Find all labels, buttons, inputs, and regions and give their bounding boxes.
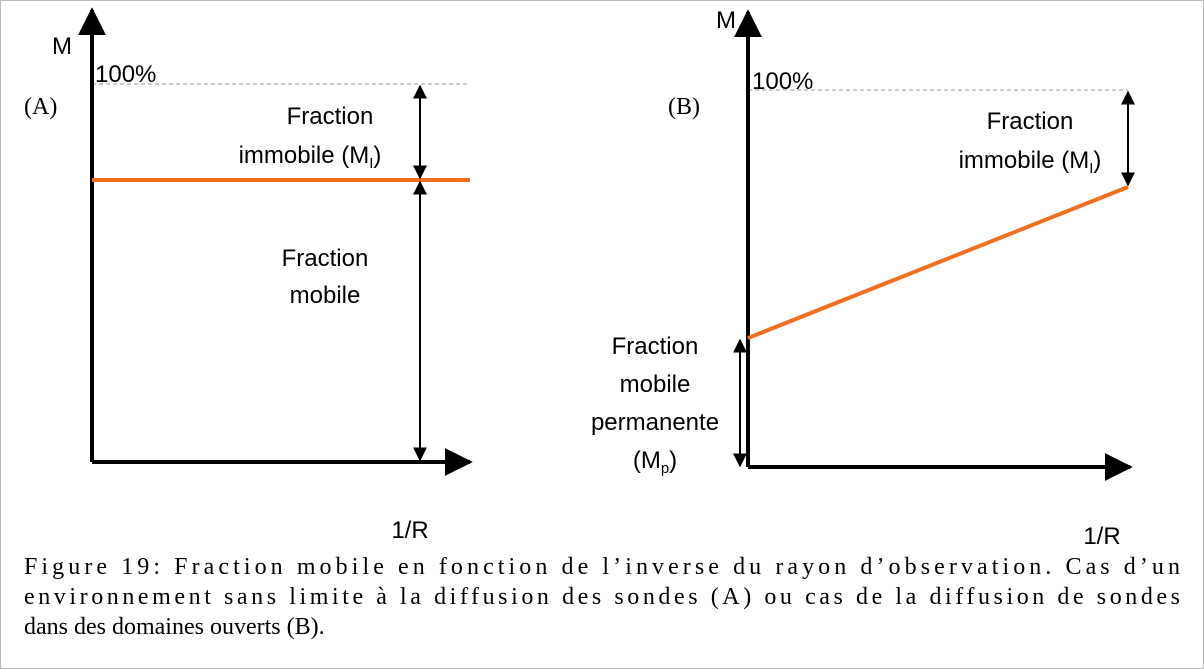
label: Fraction [612, 333, 699, 360]
axis-label: M [52, 33, 72, 60]
subscript: p [661, 460, 669, 477]
label: Fraction [287, 103, 374, 130]
label: Fraction [282, 245, 369, 272]
caption-line: Figure 19: Fraction mobile en fonction d… [24, 554, 1180, 580]
panel-tag: (A) [24, 94, 57, 120]
panel-b: M 100% (B) Fraction immobile (MI) Fracti… [591, 7, 1135, 550]
label-part: ) [1093, 147, 1101, 174]
label: (Mp) [633, 447, 677, 477]
label: immobile (MI) [239, 142, 382, 172]
label: immobile (MI) [959, 147, 1102, 177]
subscript: I [1089, 160, 1093, 177]
caption-line: environnement sans limite à la diffusion… [24, 584, 1180, 610]
caption-line: dans des domaines ouverts (B). [24, 614, 325, 640]
label-part: ) [669, 447, 677, 474]
label-part: immobile (M [239, 142, 370, 169]
axis-label: 1/R [1083, 523, 1120, 550]
axis-label: M [716, 7, 736, 34]
curve [747, 185, 1129, 340]
level-label: 100% [95, 61, 156, 88]
label-part: ) [373, 142, 381, 169]
label-part: (M [633, 447, 661, 474]
caption: Figure 19: Fraction mobile en fonction d… [24, 554, 1180, 640]
axis-label: 1/R [391, 517, 428, 544]
subscript: I [369, 155, 373, 172]
label: mobile [290, 282, 361, 309]
panel-tag: (B) [668, 94, 700, 120]
label-part: immobile (M [959, 147, 1090, 174]
level-label: 100% [752, 68, 813, 95]
label: Fraction [987, 108, 1074, 135]
panel-a: M 100% (A) Fraction immobile (MI) Fracti… [24, 7, 473, 544]
label: mobile [620, 371, 691, 398]
label: permanente [591, 409, 719, 436]
